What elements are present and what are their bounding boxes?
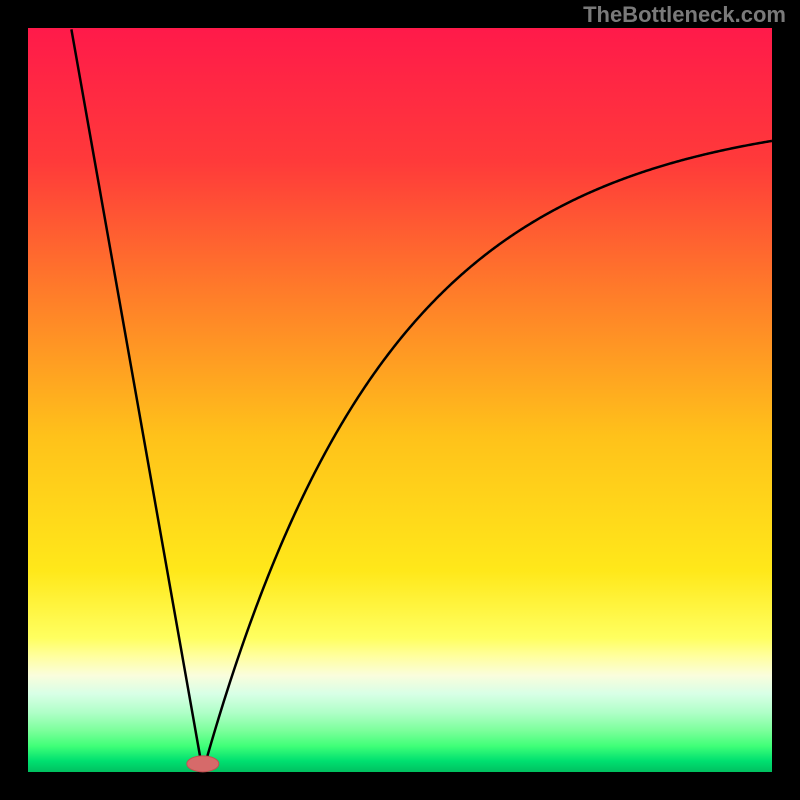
chart-container: TheBottleneck.com bbox=[0, 0, 800, 800]
bottleneck-chart bbox=[0, 0, 800, 800]
watermark-text: TheBottleneck.com bbox=[583, 2, 786, 28]
plot-area-gradient bbox=[28, 28, 772, 772]
optimal-point-marker bbox=[187, 756, 219, 772]
